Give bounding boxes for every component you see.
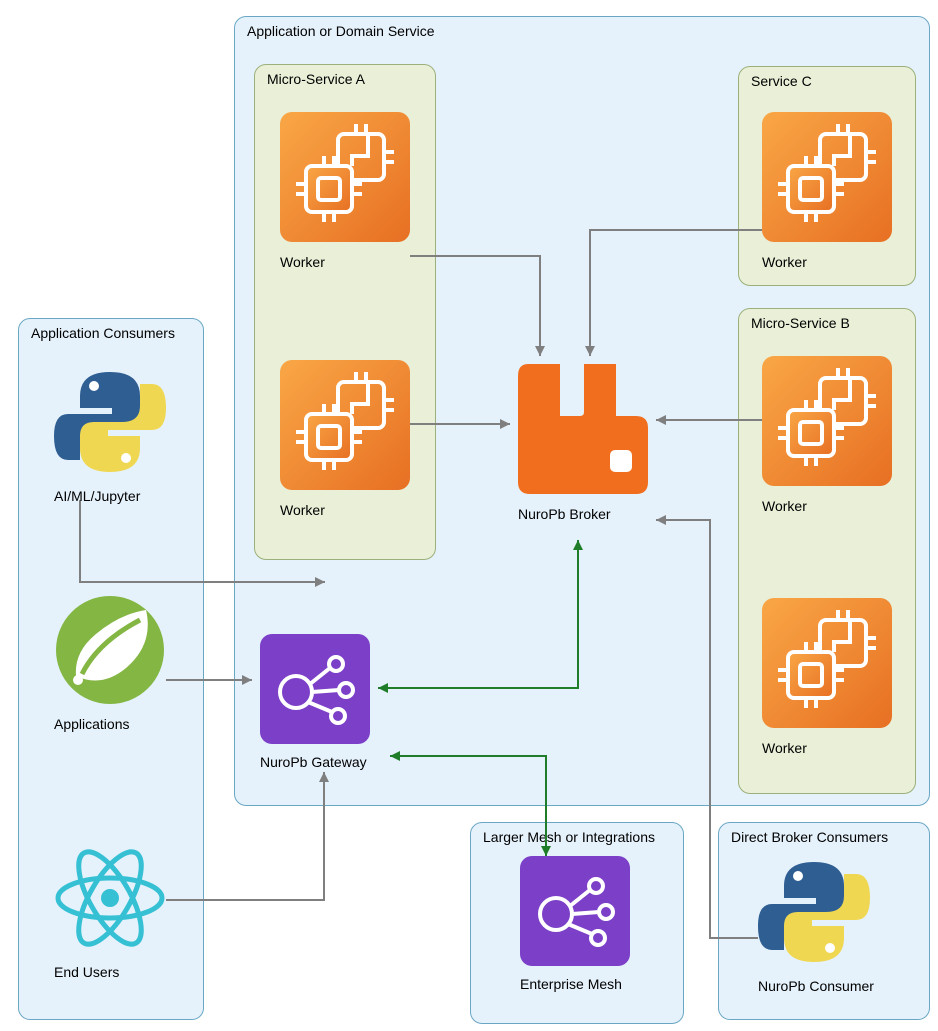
consumers-title: Application Consumers	[31, 325, 175, 341]
spring-label: Applications	[54, 716, 130, 732]
python1-label: AI/ML/Jupyter	[54, 488, 140, 504]
spring-node	[54, 594, 166, 706]
python2-node	[758, 856, 870, 968]
python1-node	[54, 366, 166, 478]
worker_b2-label: Worker	[762, 740, 807, 756]
compute-icon	[762, 112, 892, 242]
worker_a1-label: Worker	[280, 254, 325, 270]
broker-label: NuroPb Broker	[518, 506, 611, 522]
mesh-icon	[260, 634, 370, 744]
spring-icon	[54, 594, 166, 706]
app-domain-title: Application or Domain Service	[247, 23, 435, 39]
worker_a2-label: Worker	[280, 502, 325, 518]
worker_a2-node	[280, 360, 410, 490]
broker-node	[518, 364, 648, 494]
rabbit-icon	[518, 364, 648, 494]
mesh-node	[520, 856, 630, 966]
worker_b1-node	[762, 356, 892, 486]
python-icon	[758, 856, 870, 968]
micro-b-title: Micro-Service B	[751, 315, 850, 331]
service-c-title: Service C	[751, 73, 812, 89]
worker_b1-label: Worker	[762, 498, 807, 514]
compute-icon	[280, 360, 410, 490]
mesh-label: Enterprise Mesh	[520, 976, 622, 992]
react-icon	[54, 842, 166, 954]
python-icon	[54, 366, 166, 478]
compute-icon	[762, 598, 892, 728]
worker_c-node	[762, 112, 892, 242]
react-label: End Users	[54, 964, 119, 980]
mesh-icon	[520, 856, 630, 966]
compute-icon	[280, 112, 410, 242]
python2-label: NuroPb Consumer	[758, 978, 874, 994]
worker_b2-node	[762, 598, 892, 728]
worker_c-label: Worker	[762, 254, 807, 270]
mesh-title: Larger Mesh or Integrations	[483, 829, 655, 845]
worker_a1-node	[280, 112, 410, 242]
direct-title: Direct Broker Consumers	[731, 829, 888, 845]
micro-a-title: Micro-Service A	[267, 71, 365, 87]
gateway-label: NuroPb Gateway	[260, 754, 367, 770]
compute-icon	[762, 356, 892, 486]
react-node	[54, 842, 166, 954]
gateway-node	[260, 634, 370, 744]
